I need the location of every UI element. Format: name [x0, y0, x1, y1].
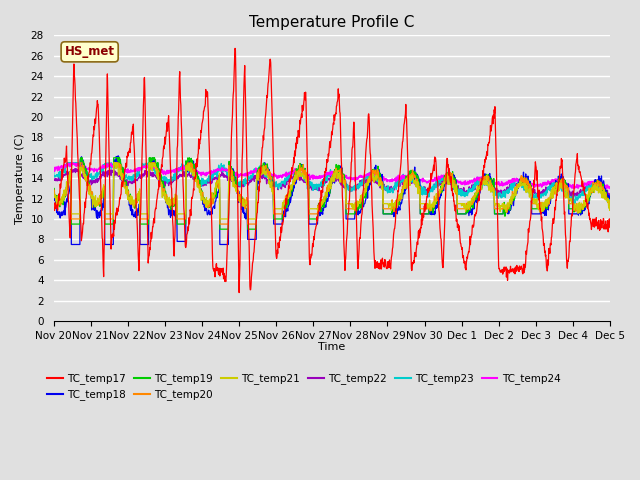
TC_temp24 [93, 168, 101, 174]
TC_temp18 [67, 241, 75, 247]
TC_temp20 [116, 165, 124, 171]
Line: TC_temp17: TC_temp17 [54, 48, 610, 293]
TC_temp21 [606, 198, 614, 204]
TC_temp22 [606, 193, 614, 199]
TC_temp23 [298, 172, 305, 178]
TC_temp22 [71, 166, 79, 171]
TC_temp22 [298, 176, 305, 181]
TC_temp24 [116, 165, 124, 171]
Line: TC_temp18: TC_temp18 [54, 156, 610, 244]
Line: TC_temp22: TC_temp22 [54, 168, 610, 198]
TC_temp20 [287, 186, 294, 192]
TC_temp17 [367, 164, 375, 170]
TC_temp17 [308, 252, 316, 258]
TC_temp19 [308, 216, 316, 222]
TC_temp17 [298, 115, 306, 120]
TC_temp21 [50, 189, 58, 194]
TC_temp21 [216, 216, 223, 222]
Line: TC_temp20: TC_temp20 [54, 163, 610, 224]
TC_temp18 [116, 164, 124, 169]
TC_temp21 [287, 183, 294, 189]
TC_temp23 [50, 166, 58, 172]
TC_temp17 [115, 201, 123, 207]
TC_temp23 [569, 201, 577, 206]
TC_temp22 [116, 172, 124, 178]
Title: Temperature Profile C: Temperature Profile C [249, 15, 415, 30]
Line: TC_temp19: TC_temp19 [54, 158, 610, 229]
TC_temp20 [298, 168, 306, 173]
TC_temp18 [308, 221, 316, 227]
TC_temp20 [76, 160, 84, 166]
TC_temp18 [606, 193, 614, 199]
TC_temp17 [287, 175, 294, 181]
Line: TC_temp23: TC_temp23 [54, 163, 610, 204]
TC_temp24 [298, 170, 305, 176]
TC_temp24 [286, 170, 294, 176]
X-axis label: Time: Time [318, 342, 346, 352]
TC_temp17 [50, 206, 58, 212]
TC_temp18 [298, 163, 306, 168]
TC_temp22 [605, 195, 613, 201]
TC_temp24 [367, 172, 374, 178]
TC_temp20 [216, 221, 223, 227]
TC_temp23 [606, 195, 614, 201]
TC_temp18 [115, 153, 122, 159]
TC_temp22 [286, 176, 294, 181]
TC_temp18 [50, 193, 58, 199]
Text: HS_met: HS_met [65, 45, 115, 59]
TC_temp23 [116, 168, 124, 174]
TC_temp21 [367, 176, 375, 181]
TC_temp19 [93, 199, 101, 204]
TC_temp19 [367, 176, 375, 181]
TC_temp23 [64, 160, 72, 166]
TC_temp20 [367, 173, 375, 179]
TC_temp24 [50, 164, 58, 170]
TC_temp24 [67, 160, 75, 166]
TC_temp23 [308, 180, 316, 186]
TC_temp18 [93, 208, 101, 214]
TC_temp22 [50, 177, 58, 183]
TC_temp23 [93, 167, 101, 173]
TC_temp17 [93, 106, 100, 111]
TC_temp24 [570, 185, 578, 191]
TC_temp21 [308, 206, 316, 212]
TC_temp19 [216, 226, 223, 232]
Y-axis label: Temperature (C): Temperature (C) [15, 133, 25, 224]
TC_temp19 [606, 203, 614, 208]
TC_temp19 [50, 185, 58, 191]
Line: TC_temp24: TC_temp24 [54, 163, 610, 188]
TC_temp19 [77, 155, 84, 161]
TC_temp17 [236, 290, 243, 296]
TC_temp23 [367, 174, 374, 180]
TC_temp21 [110, 160, 118, 166]
TC_temp19 [298, 164, 306, 170]
TC_temp18 [367, 178, 375, 184]
TC_temp21 [116, 170, 124, 176]
TC_temp22 [308, 181, 316, 187]
TC_temp22 [93, 178, 101, 184]
TC_temp22 [367, 174, 374, 180]
TC_temp23 [286, 175, 294, 180]
TC_temp17 [606, 216, 614, 222]
TC_temp21 [93, 200, 100, 206]
TC_temp20 [606, 200, 614, 206]
TC_temp19 [116, 155, 124, 161]
TC_temp20 [308, 211, 316, 217]
TC_temp20 [93, 200, 101, 206]
TC_temp24 [606, 185, 614, 191]
Legend: TC_temp17, TC_temp18, TC_temp19, TC_temp20, TC_temp21, TC_temp22, TC_temp23, TC_: TC_temp17, TC_temp18, TC_temp19, TC_temp… [44, 369, 564, 405]
TC_temp19 [287, 189, 294, 195]
TC_temp24 [308, 175, 316, 180]
TC_temp17 [231, 46, 239, 51]
Line: TC_temp21: TC_temp21 [54, 163, 610, 219]
TC_temp21 [298, 170, 306, 176]
TC_temp18 [287, 200, 294, 205]
TC_temp20 [50, 192, 58, 197]
